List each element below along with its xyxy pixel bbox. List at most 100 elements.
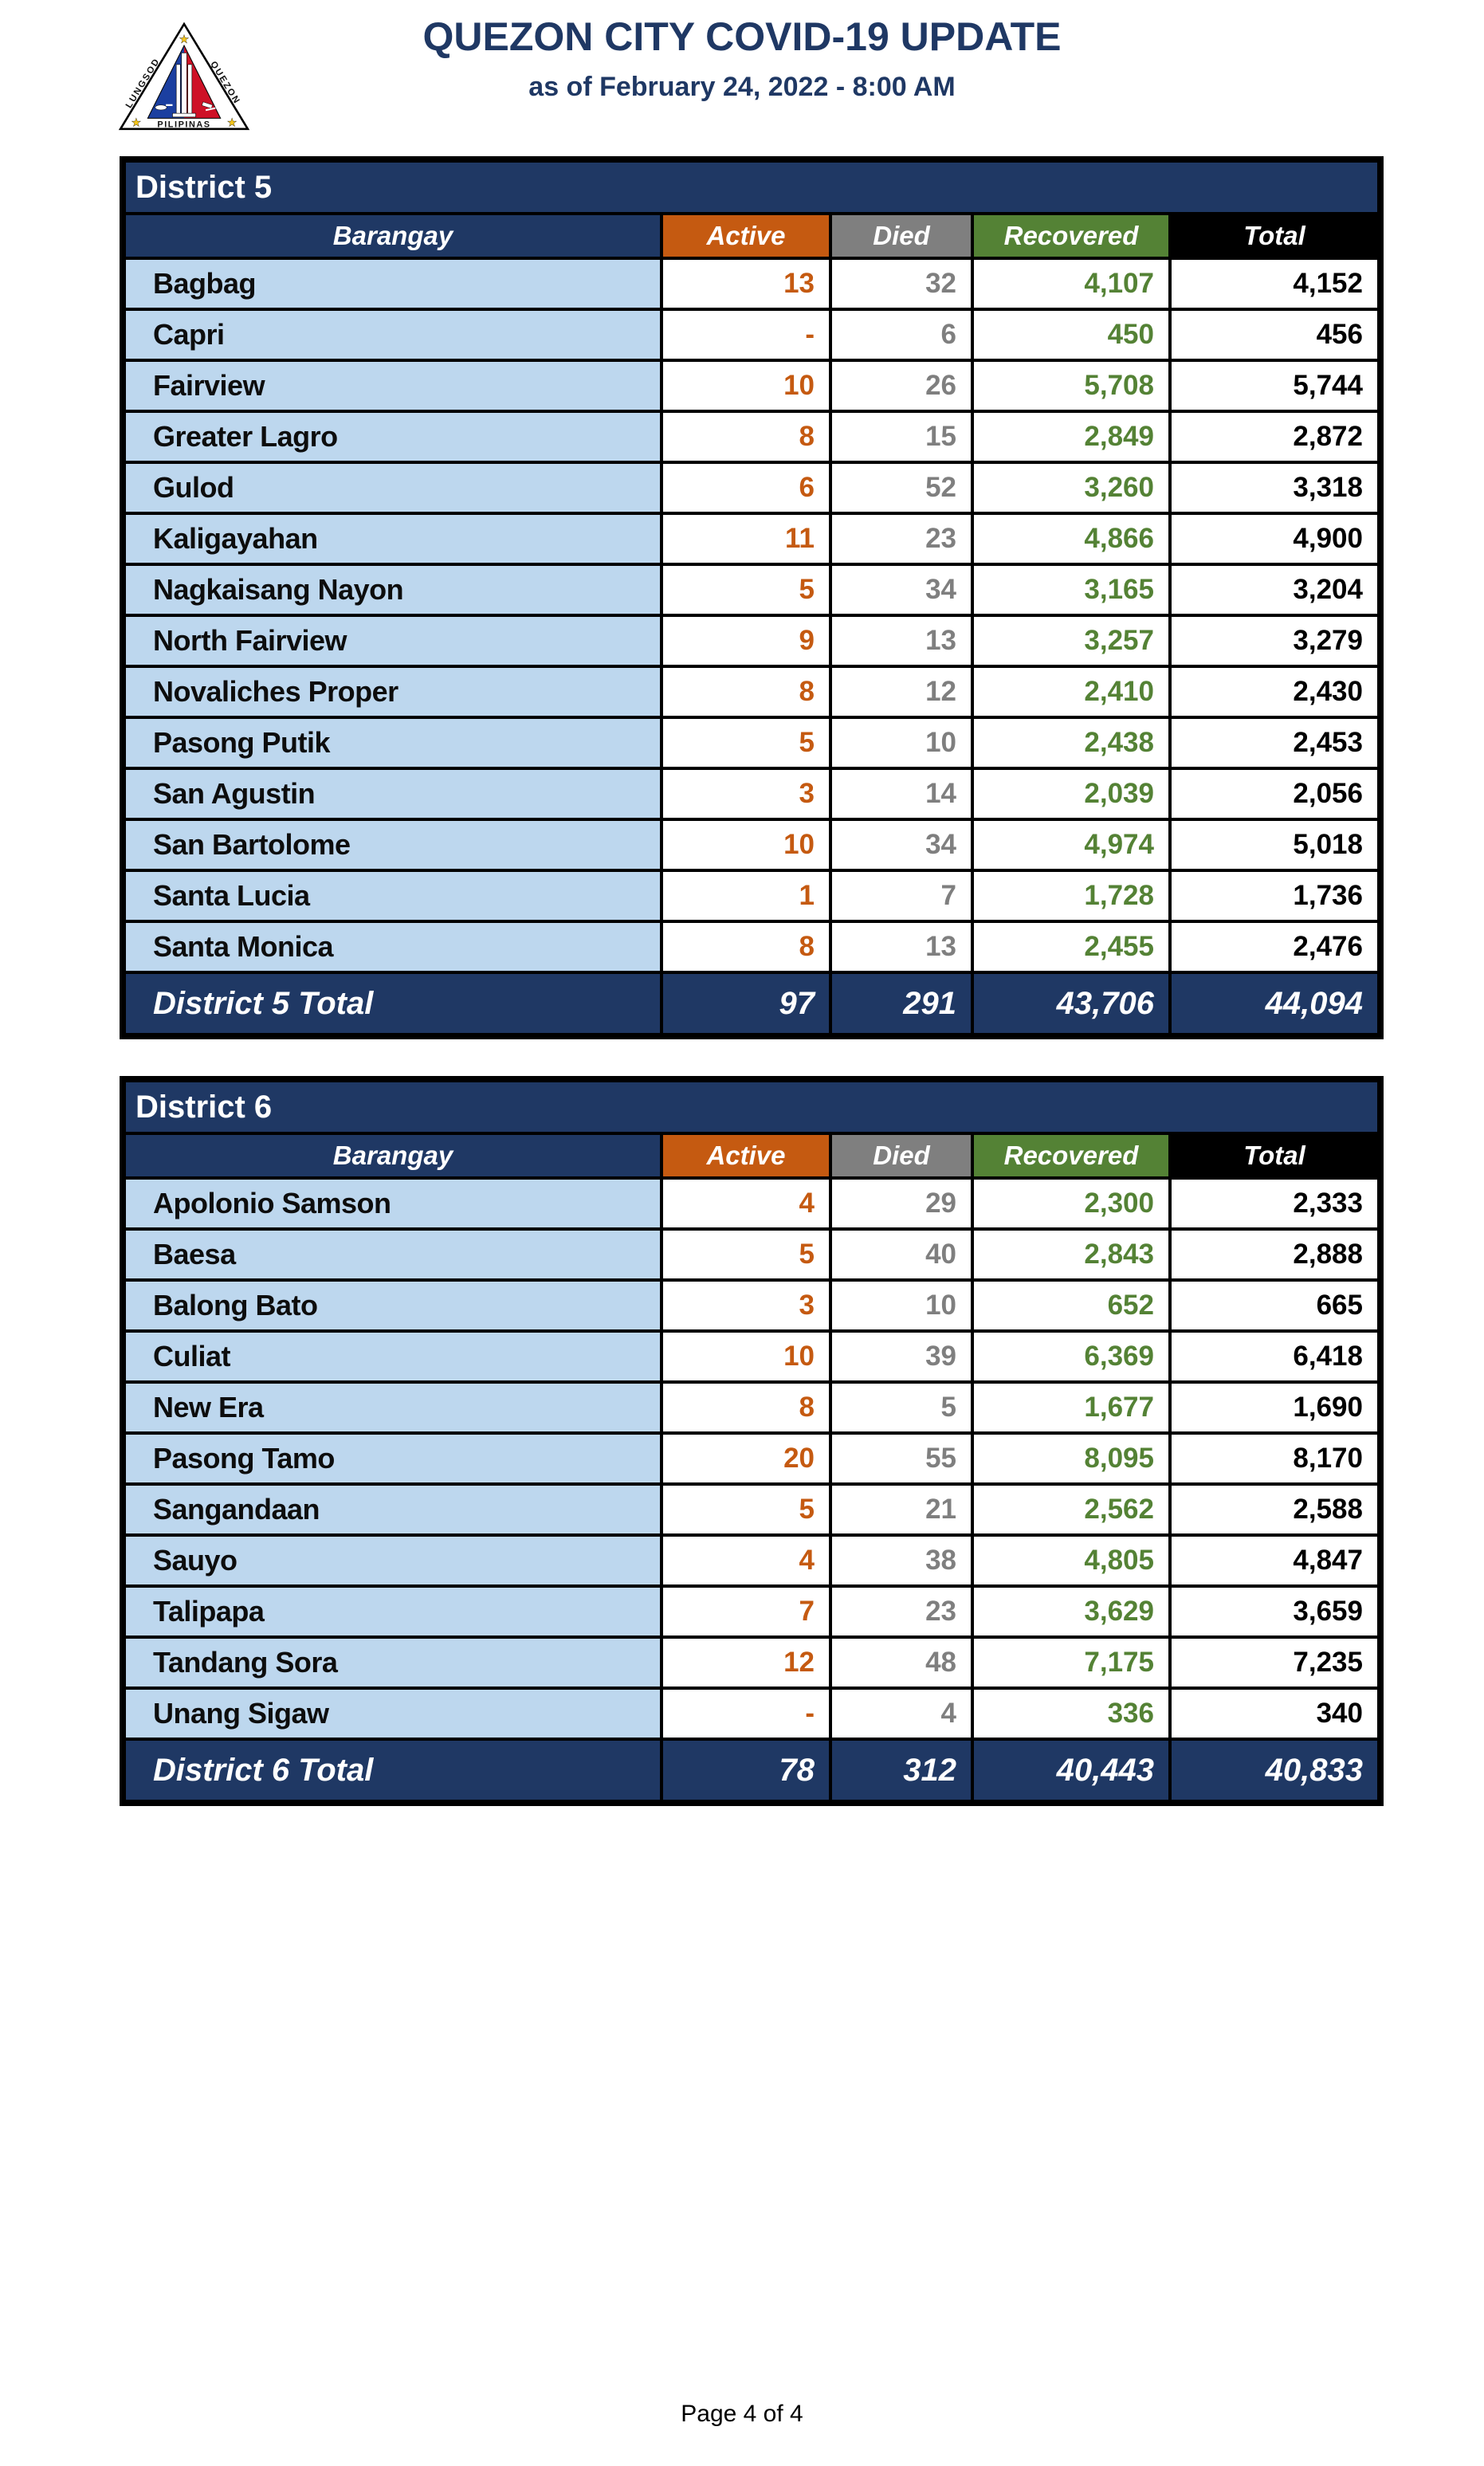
barangay-name-cell: Santa Lucia [121, 869, 663, 923]
table-row: Novaliches Proper 8 12 2,410 2,430 [121, 665, 1382, 719]
page-subtitle: as of February 24, 2022 - 8:00 AM [528, 71, 956, 102]
recovered-value-cell: 336 [971, 1687, 1172, 1741]
recovered-value-cell: 2,849 [971, 410, 1172, 464]
recovered-value-cell: 8,095 [971, 1431, 1172, 1486]
table-row: Tandang Sora 12 48 7,175 7,235 [121, 1635, 1382, 1690]
table-row: Sauyo 4 38 4,805 4,847 [121, 1533, 1382, 1588]
table-row: Pasong Tamo 20 55 8,095 8,170 [121, 1431, 1382, 1486]
recovered-value-cell: 2,438 [971, 716, 1172, 770]
table-row: Apolonio Samson 4 29 2,300 2,333 [121, 1176, 1382, 1231]
recovered-value-cell: 2,562 [971, 1482, 1172, 1537]
barangay-name-cell: Greater Lagro [121, 410, 663, 464]
district-total-active: 78 [660, 1738, 832, 1804]
barangay-name-cell: San Agustin [121, 767, 663, 821]
barangay-name-cell: Sangandaan [121, 1482, 663, 1537]
active-value-cell: 11 [660, 512, 832, 566]
table-row: Fairview 10 26 5,708 5,744 [121, 359, 1382, 413]
died-value-cell: 4 [829, 1687, 974, 1741]
active-value-cell: 5 [660, 1482, 832, 1537]
district-total-total: 40,833 [1168, 1738, 1382, 1804]
gavel-icon [202, 101, 216, 112]
total-value-cell: 2,888 [1168, 1227, 1382, 1282]
total-value-cell: 2,333 [1168, 1176, 1382, 1231]
recovered-value-cell: 450 [971, 308, 1172, 362]
total-value-cell: 4,900 [1168, 512, 1382, 566]
recovered-value-cell: 4,974 [971, 818, 1172, 872]
active-value-cell: 5 [660, 563, 832, 617]
total-value-cell: 2,476 [1168, 920, 1382, 974]
died-value-cell: 40 [829, 1227, 974, 1282]
table-row: San Agustin 3 14 2,039 2,056 [121, 767, 1382, 821]
total-value-cell: 1,736 [1168, 869, 1382, 923]
total-value-cell: 7,235 [1168, 1635, 1382, 1690]
active-value-cell: 4 [660, 1533, 832, 1588]
active-value-cell: 10 [660, 818, 832, 872]
died-value-cell: 48 [829, 1635, 974, 1690]
district-total-recovered: 40,443 [971, 1738, 1172, 1804]
died-value-cell: 23 [829, 1584, 974, 1639]
district-total-recovered: 43,706 [971, 971, 1172, 1038]
lamp-icon [155, 104, 173, 111]
died-value-cell: 13 [829, 614, 974, 668]
active-value-cell: 12 [660, 1635, 832, 1690]
barangay-name-cell: Unang Sigaw [121, 1687, 663, 1741]
star-icon: ★ [131, 117, 141, 130]
table-row: Santa Lucia 1 7 1,728 1,736 [121, 869, 1382, 923]
total-value-cell: 2,872 [1168, 410, 1382, 464]
died-value-cell: 21 [829, 1482, 974, 1537]
recovered-value-cell: 2,455 [971, 920, 1172, 974]
district-title-row: District 6 [121, 1078, 1382, 1135]
recovered-value-cell: 3,257 [971, 614, 1172, 668]
recovered-value-cell: 7,175 [971, 1635, 1172, 1690]
active-value-cell: - [660, 308, 832, 362]
total-value-cell: 3,204 [1168, 563, 1382, 617]
died-value-cell: 15 [829, 410, 974, 464]
table-row: Capri -6 450 456 [121, 308, 1382, 362]
table-row: Greater Lagro 8 15 2,849 2,872 [121, 410, 1382, 464]
barangay-name-cell: New Era [121, 1380, 663, 1435]
table-row: Kaligayahan 11 23 4,866 4,900 [121, 512, 1382, 566]
total-value-cell: 2,588 [1168, 1482, 1382, 1537]
total-value-cell: 3,318 [1168, 461, 1382, 515]
active-value-cell: 6 [660, 461, 832, 515]
page-title: QUEZON CITY COVID-19 UPDATE [422, 14, 1062, 59]
star-icon: ★ [227, 117, 238, 130]
active-value-cell: 10 [660, 1329, 832, 1384]
district-total-total: 44,094 [1168, 971, 1382, 1038]
star-icon: ★ [179, 33, 189, 46]
barangay-name-cell: Pasong Putik [121, 716, 663, 770]
died-value-cell: 26 [829, 359, 974, 413]
district-total-active: 97 [660, 971, 832, 1038]
district-title: District 5 [121, 158, 1382, 215]
quezon-memorial-icon [172, 53, 196, 118]
active-value-cell: 7 [660, 1584, 832, 1639]
header-titles: QUEZON CITY COVID-19 UPDATE as of Februa… [0, 14, 1484, 103]
active-value-cell: - [660, 1687, 832, 1741]
died-value-cell: 6 [829, 308, 974, 362]
table-row: North Fairview 9 13 3,257 3,279 [121, 614, 1382, 668]
table-row: Gulod 6 52 3,260 3,318 [121, 461, 1382, 515]
active-value-cell: 5 [660, 1227, 832, 1282]
district-total-died: 291 [829, 971, 974, 1038]
recovered-value-cell: 4,866 [971, 512, 1172, 566]
table-row: Santa Monica 8 13 2,455 2,476 [121, 920, 1382, 974]
district-total-label: District 5 Total [121, 971, 663, 1038]
district-5-rows: Bagbag 13 32 4,107 4,152 Capri -6 450 456 Fairvie… [121, 257, 1382, 974]
active-value-cell: 3 [660, 1278, 832, 1333]
active-value-cell: 20 [660, 1431, 832, 1486]
recovered-value-cell: 5,708 [971, 359, 1172, 413]
died-value-cell: 7 [829, 869, 974, 923]
recovered-value-cell: 3,165 [971, 563, 1172, 617]
table-row: Bagbag 13 32 4,107 4,152 [121, 257, 1382, 311]
active-value-cell: 1 [660, 869, 832, 923]
column-header-active: Active [660, 212, 832, 260]
barangay-name-cell: Gulod [121, 461, 663, 515]
column-header-barangay: Barangay [121, 212, 663, 260]
district-title: District 6 [121, 1078, 1382, 1135]
died-value-cell: 23 [829, 512, 974, 566]
barangay-name-cell: Tandang Sora [121, 1635, 663, 1690]
recovered-value-cell: 2,300 [971, 1176, 1172, 1231]
table-row: Talipapa 7 23 3,629 3,659 [121, 1584, 1382, 1639]
total-value-cell: 2,453 [1168, 716, 1382, 770]
